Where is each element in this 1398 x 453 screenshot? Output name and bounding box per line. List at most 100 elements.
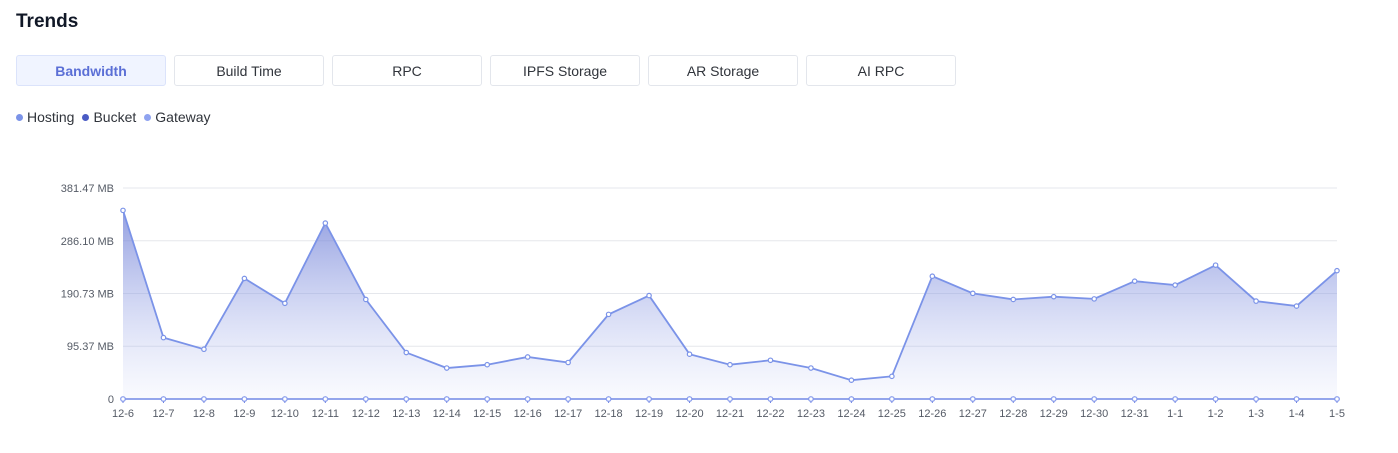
legend-item-hosting[interactable]: Hosting bbox=[16, 109, 74, 125]
data-point-hosting[interactable] bbox=[727, 361, 733, 368]
x-tick-label: 12-9 bbox=[233, 408, 255, 420]
data-point-hosting[interactable] bbox=[282, 300, 288, 307]
data-point-gateway[interactable] bbox=[686, 396, 693, 402]
data-point-gateway[interactable] bbox=[1212, 396, 1219, 402]
data-point-gateway[interactable] bbox=[1131, 396, 1138, 402]
data-point-hosting[interactable] bbox=[322, 220, 329, 226]
data-point-gateway[interactable] bbox=[1293, 396, 1300, 402]
data-point-gateway[interactable] bbox=[362, 396, 369, 402]
legend-dot-bucket bbox=[82, 113, 90, 121]
x-tick-label: 12-17 bbox=[554, 408, 582, 420]
y-tick-label: 95.37 MB bbox=[67, 341, 114, 353]
data-point-gateway[interactable] bbox=[160, 396, 167, 402]
data-point-hosting[interactable] bbox=[646, 292, 652, 299]
data-point-gateway[interactable] bbox=[443, 396, 450, 402]
data-point-gateway[interactable] bbox=[282, 396, 288, 402]
y-tick-label: 381.47 MB bbox=[61, 183, 114, 195]
data-point-hosting[interactable] bbox=[1293, 303, 1300, 309]
data-point-gateway[interactable] bbox=[1091, 396, 1098, 402]
data-point-hosting[interactable] bbox=[565, 359, 571, 366]
x-tick-label: 12-22 bbox=[756, 408, 784, 420]
tab-ipfs-storage[interactable]: IPFS Storage bbox=[490, 55, 640, 86]
data-point-gateway[interactable] bbox=[1010, 396, 1017, 402]
legend-label-bucket: Bucket bbox=[93, 109, 137, 125]
data-point-hosting[interactable] bbox=[120, 207, 126, 214]
data-point-hosting[interactable] bbox=[605, 311, 612, 318]
data-point-gateway[interactable] bbox=[1253, 396, 1259, 402]
data-point-hosting[interactable] bbox=[524, 354, 531, 360]
data-point-hosting[interactable] bbox=[1253, 298, 1259, 304]
y-tick-label: 190.73 MB bbox=[61, 289, 114, 301]
data-point-hosting[interactable] bbox=[929, 273, 936, 280]
data-point-gateway[interactable] bbox=[727, 396, 733, 402]
data-point-hosting[interactable] bbox=[1091, 296, 1098, 302]
data-point-gateway[interactable] bbox=[484, 396, 491, 402]
chart-legend: Hosting Bucket Gateway bbox=[16, 109, 211, 125]
data-point-hosting[interactable] bbox=[808, 365, 814, 371]
legend-dot-gateway bbox=[144, 113, 152, 121]
data-point-hosting[interactable] bbox=[443, 365, 450, 371]
data-point-gateway[interactable] bbox=[889, 396, 895, 402]
data-point-hosting[interactable] bbox=[160, 334, 167, 341]
data-point-gateway[interactable] bbox=[403, 396, 410, 402]
data-point-gateway[interactable] bbox=[848, 396, 855, 402]
x-tick-label: 12-21 bbox=[716, 408, 744, 420]
x-tick-label: 12-25 bbox=[878, 408, 906, 420]
x-tick-label: 12-6 bbox=[112, 408, 134, 420]
area-hosting bbox=[123, 210, 1337, 399]
x-tick-label: 12-19 bbox=[635, 408, 663, 420]
x-tick-label: 12-11 bbox=[312, 408, 339, 420]
data-point-hosting[interactable] bbox=[1010, 296, 1017, 303]
x-tick-label: 12-13 bbox=[392, 408, 420, 420]
tab-build-time[interactable]: Build Time bbox=[174, 55, 324, 86]
data-point-hosting[interactable] bbox=[889, 373, 895, 380]
tab-rpc[interactable]: RPC bbox=[332, 55, 482, 86]
data-point-gateway[interactable] bbox=[201, 396, 207, 402]
x-tick-label: 12-30 bbox=[1080, 408, 1108, 420]
data-point-hosting[interactable] bbox=[969, 290, 976, 297]
tab-bandwidth[interactable]: Bandwidth bbox=[16, 55, 166, 86]
legend-item-gateway[interactable]: Gateway bbox=[144, 109, 211, 125]
data-point-gateway[interactable] bbox=[565, 396, 571, 402]
data-point-hosting[interactable] bbox=[767, 357, 774, 364]
data-point-hosting[interactable] bbox=[362, 296, 369, 303]
data-point-hosting[interactable] bbox=[403, 349, 410, 356]
data-point-gateway[interactable] bbox=[929, 396, 936, 402]
x-tick-label: 12-28 bbox=[999, 408, 1027, 420]
data-point-hosting[interactable] bbox=[686, 351, 693, 357]
tab-ar-storage[interactable]: AR Storage bbox=[648, 55, 798, 86]
data-point-hosting[interactable] bbox=[201, 346, 207, 353]
data-point-hosting[interactable] bbox=[1050, 293, 1057, 300]
data-point-hosting[interactable] bbox=[1212, 262, 1219, 268]
data-point-gateway[interactable] bbox=[808, 396, 814, 402]
data-point-gateway[interactable] bbox=[646, 396, 652, 402]
data-point-hosting[interactable] bbox=[484, 361, 491, 368]
page-title: Trends bbox=[16, 11, 79, 32]
data-point-gateway[interactable] bbox=[241, 396, 248, 402]
legend-dot-hosting bbox=[16, 113, 23, 121]
data-point-hosting[interactable] bbox=[848, 377, 855, 383]
x-tick-label: 12-12 bbox=[352, 408, 380, 420]
data-point-hosting[interactable] bbox=[241, 275, 248, 282]
x-tick-label: 12-18 bbox=[595, 408, 623, 420]
x-tick-label: 12-31 bbox=[1121, 408, 1149, 420]
data-point-hosting[interactable] bbox=[1172, 282, 1178, 288]
tab-ai-rpc[interactable]: AI RPC bbox=[806, 55, 956, 86]
data-point-gateway[interactable] bbox=[120, 396, 126, 402]
x-tick-label: 12-7 bbox=[152, 408, 174, 420]
data-point-gateway[interactable] bbox=[969, 396, 976, 402]
data-point-gateway[interactable] bbox=[1050, 396, 1057, 402]
data-point-gateway[interactable] bbox=[605, 396, 612, 402]
data-point-gateway[interactable] bbox=[322, 396, 329, 402]
x-tick-label: 12-10 bbox=[271, 408, 299, 420]
x-tick-label: 1-3 bbox=[1248, 408, 1264, 420]
legend-item-bucket[interactable]: Bucket bbox=[82, 109, 136, 125]
data-point-gateway[interactable] bbox=[1172, 396, 1178, 402]
data-point-hosting[interactable] bbox=[1131, 278, 1138, 284]
x-tick-label: 1-4 bbox=[1289, 408, 1305, 420]
x-tick-label: 1-1 bbox=[1167, 408, 1183, 420]
data-point-gateway[interactable] bbox=[767, 396, 774, 402]
data-point-hosting[interactable] bbox=[1334, 267, 1340, 274]
data-point-gateway[interactable] bbox=[524, 396, 531, 402]
data-point-gateway[interactable] bbox=[1334, 396, 1340, 402]
